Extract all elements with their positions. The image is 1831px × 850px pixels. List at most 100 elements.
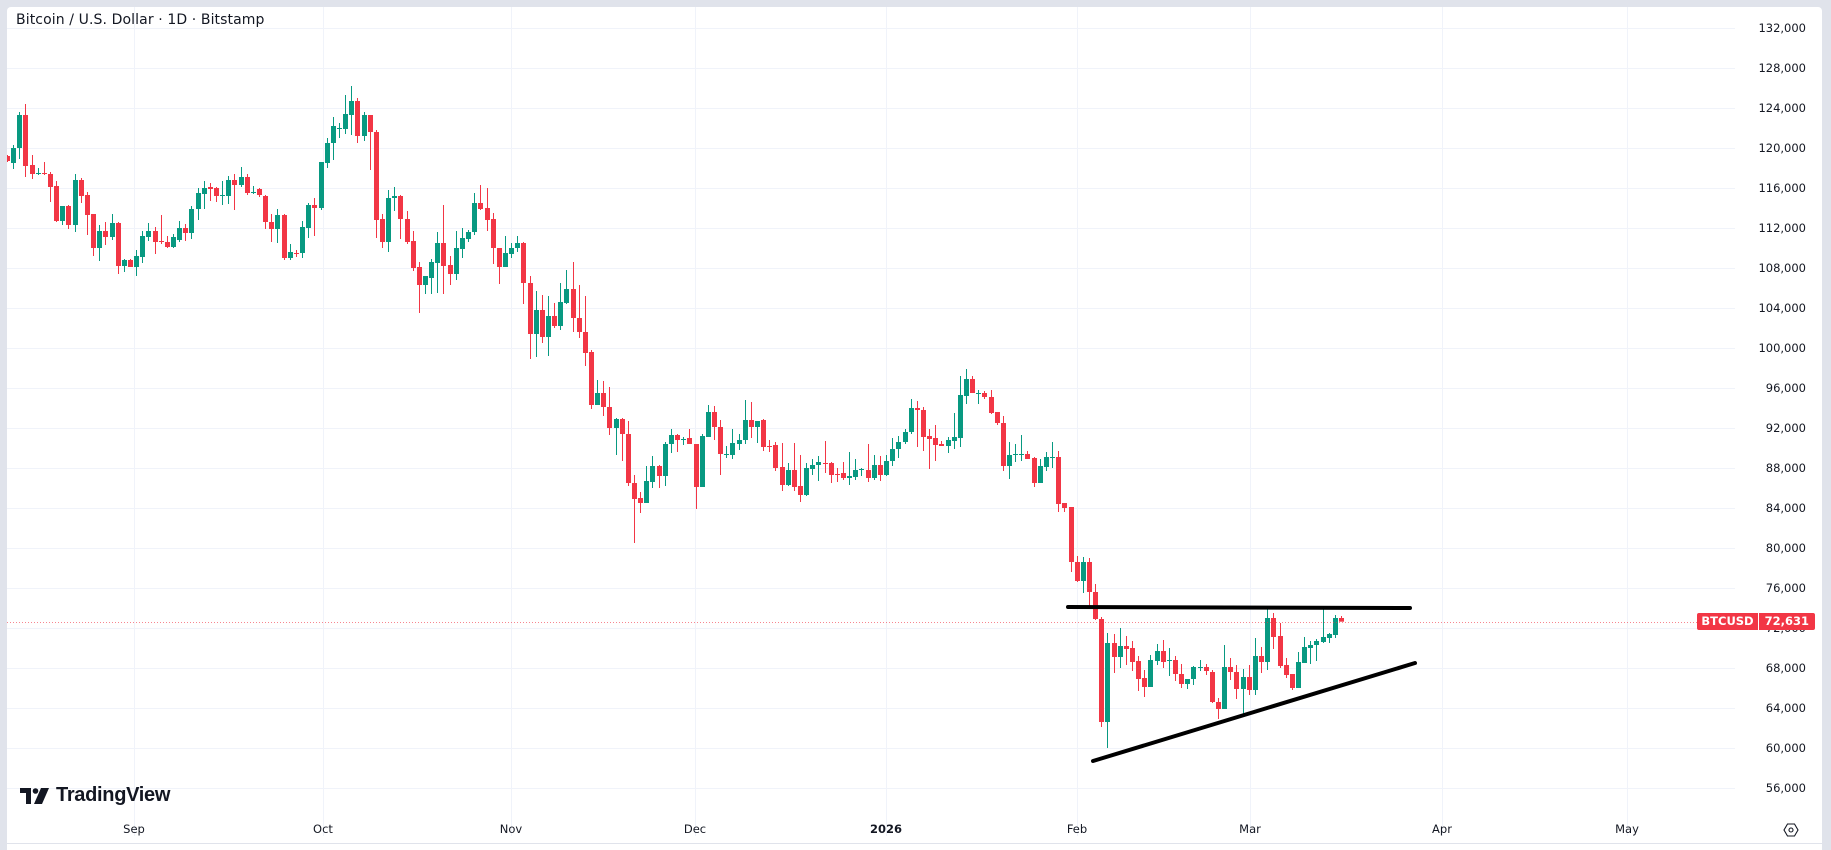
candle-body [300,227,305,253]
chart-settings-icon[interactable] [1783,822,1799,838]
candle-body [202,188,207,194]
candle-body [1032,458,1037,483]
candle-body [435,243,440,263]
candle-body [712,412,717,427]
candle-body [657,466,662,476]
tradingview-logo[interactable]: TradingView [20,784,170,807]
candle-body [159,241,164,242]
candle-body [571,289,576,318]
tradingview-logo-icon [20,787,49,804]
candle-body [890,449,895,461]
candle-body [239,177,244,185]
horizontal-resistance-line [1066,605,1412,610]
time-axis-label: Oct [313,822,333,836]
candle-body [220,195,225,196]
candle-body [73,180,78,225]
candle-body [245,177,250,193]
candle-body [36,173,41,174]
price-axis-label: 124,000 [1758,101,1806,115]
price-axis-label: 112,000 [1758,221,1806,235]
candle-body [1308,645,1313,648]
candle-body [1148,660,1153,687]
candle-body [835,474,840,475]
candle-body [1105,643,1110,722]
price-axis-label: 88,000 [1765,461,1806,475]
candle-body [1302,647,1307,663]
candle-body [773,445,778,468]
candle-body [607,407,612,428]
candle-body [1087,562,1092,592]
candle-body [700,436,705,487]
candle-body [540,310,545,337]
candle-body [1099,619,1104,722]
candle-body [528,283,533,334]
candle-body [1179,674,1184,684]
candlestick-plot[interactable] [7,7,1822,850]
candle-body [939,444,944,446]
candle-body [614,419,619,428]
candle-body [1161,651,1166,662]
candle-body [601,393,606,407]
candle-body [1136,661,1141,679]
candle-body [325,143,330,163]
candle-body [1204,667,1209,671]
candle-body [355,101,360,136]
candle-body [1339,618,1344,622]
candle-body [816,462,821,465]
candle-body [718,427,723,454]
candle-body [1155,651,1160,661]
candle-body [116,223,121,266]
candle-body [706,412,711,437]
candle-body [405,219,410,242]
candle-body [669,435,674,444]
candle-body [964,379,969,396]
time-axis-label: Feb [1066,822,1088,836]
price-tag-value: 72,631 [1758,612,1815,630]
candle-body [946,440,951,446]
candle-body [226,180,231,196]
candle-body [724,454,729,455]
candle-body [85,195,90,215]
candle-body [896,442,901,449]
chart-panel[interactable]: Bitcoin / U.S. Dollar · 1D · Bitstamp 13… [7,7,1822,850]
candle-body [177,228,182,240]
price-axis-label: 60,000 [1765,741,1806,755]
candle-body [804,468,809,495]
candle-body [780,467,785,485]
candle-body [1167,660,1172,661]
candle-body [423,276,428,285]
candle-body [1278,636,1283,666]
candle-body [878,465,883,475]
candle-body [392,196,397,198]
candle-body [411,241,416,268]
candle-body [884,461,889,475]
candle-body [232,180,237,185]
candle-body [1210,672,1215,702]
candle-body [97,231,102,248]
candle-body [153,231,158,242]
candle-body [288,252,293,258]
candle-body [1038,466,1043,483]
candle-body [872,465,877,478]
candle-body [982,393,987,397]
candle-body [343,114,348,129]
candle-body [368,115,373,132]
candle-body [128,260,133,267]
candle-body [1025,454,1030,459]
candle-body [675,435,680,440]
candle-body [558,302,563,326]
candle-body [282,215,287,258]
candle-body [644,481,649,503]
candle-body [730,443,735,455]
candle-body [534,310,539,334]
candle-body [970,379,975,393]
candle-body [196,193,201,209]
candle-body [140,236,145,257]
candle-body [552,316,557,326]
price-axis-label: 116,000 [1758,181,1806,195]
candle-body [749,420,754,427]
candle-body [1314,641,1319,645]
candle-body [337,128,342,129]
price-axis-label: 92,000 [1765,421,1806,435]
time-axis-label: May [1615,822,1639,836]
